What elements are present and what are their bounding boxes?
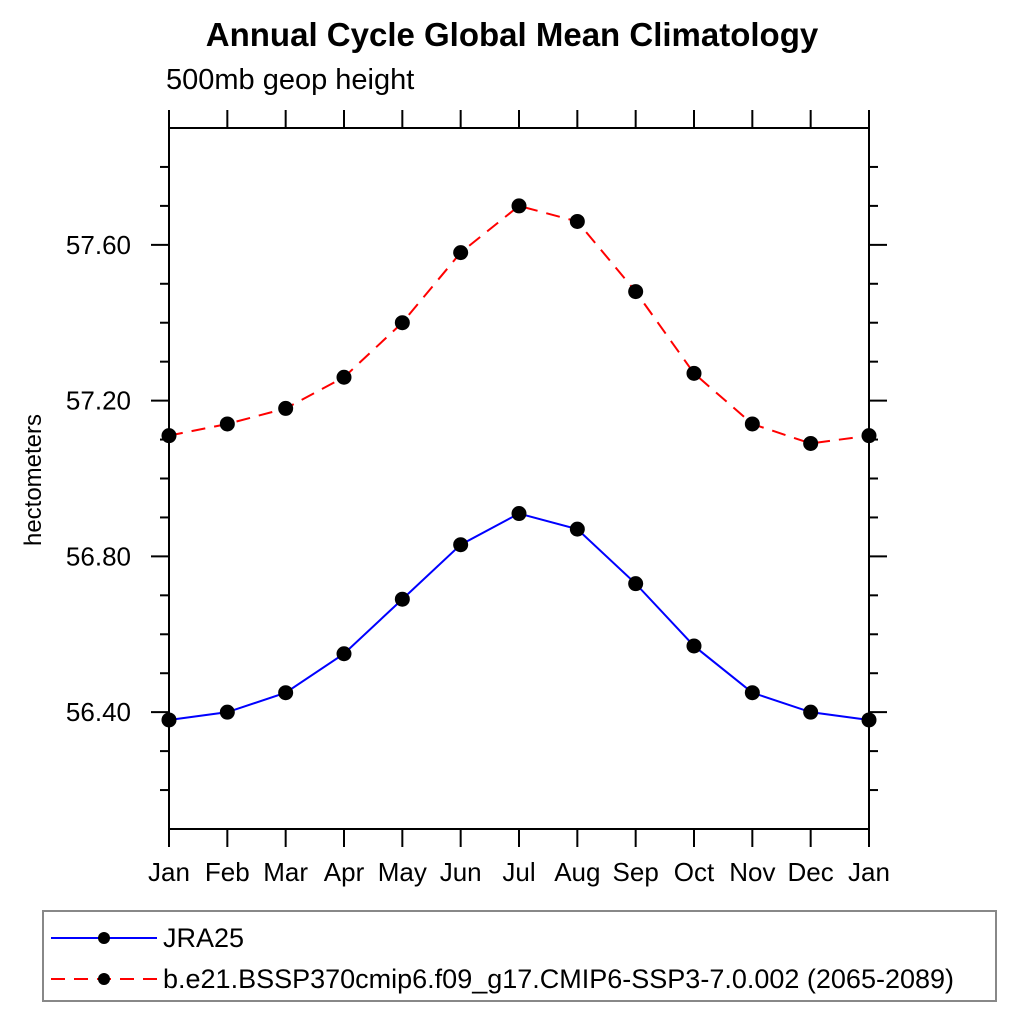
series-1-marker — [803, 435, 819, 451]
x-tick-label: Mar — [263, 857, 308, 887]
series-0-marker — [569, 521, 585, 537]
x-tick-label: May — [378, 857, 427, 887]
x-tick-label: Oct — [674, 857, 715, 887]
series-1-marker — [511, 198, 527, 214]
chart-subtitle: 500mb geop height — [166, 64, 415, 96]
legend-key-solid-line-icon — [51, 932, 157, 944]
series-1-marker — [161, 428, 177, 444]
series-1-marker — [628, 284, 644, 300]
plot-frame — [168, 127, 870, 830]
x-tick-label: Jun — [440, 857, 482, 887]
series-1-marker — [336, 369, 352, 385]
series-0-marker — [161, 712, 177, 728]
legend-key-dashed-line-icon — [51, 973, 157, 985]
legend: JRA25 b.e21.BSSP370cmip6.f09_g17.CMIP6-S… — [42, 910, 997, 1002]
series-1-marker — [219, 416, 235, 432]
series-0-marker — [861, 712, 877, 728]
series-1-marker — [278, 400, 294, 416]
y-tick-label: 56.80 — [66, 541, 131, 571]
x-tick-label: Nov — [729, 857, 775, 887]
legend-item-model: b.e21.BSSP370cmip6.f09_g17.CMIP6-SSP3-7.… — [49, 964, 954, 994]
series-1-marker — [569, 213, 585, 229]
series-1-marker — [394, 315, 410, 331]
legend-label-jra25: JRA25 — [163, 922, 245, 953]
series-1-marker — [861, 428, 877, 444]
series-0-marker — [744, 685, 760, 701]
series-0-marker — [394, 591, 410, 607]
x-tick-label: Jul — [502, 857, 535, 887]
x-tick-label: Dec — [788, 857, 834, 887]
series-0-marker — [803, 704, 819, 720]
series-0-marker — [219, 704, 235, 720]
series-0-marker — [336, 646, 352, 662]
plot-area: 56.40 56.80 57.20 57.60 Jan Feb Mar Apr May Jun Ju… — [66, 110, 890, 887]
legend-item-jra25: JRA25 — [49, 923, 244, 953]
x-tick-label: Sep — [613, 857, 659, 887]
series-0-marker — [628, 576, 644, 592]
series-line-1 — [168, 204, 870, 445]
chart-title: Annual Cycle Global Mean Climatology — [205, 16, 819, 53]
y-tick-label: 57.20 — [66, 386, 131, 416]
series-0-marker — [453, 537, 469, 553]
y-tick-label: 57.60 — [66, 230, 131, 260]
series-1-marker — [453, 245, 469, 261]
x-tick-label: Aug — [554, 857, 600, 887]
x-tick-label: Feb — [205, 857, 250, 887]
y-tick-label: 56.40 — [66, 697, 131, 727]
legend-label-model: b.e21.BSSP370cmip6.f09_g17.CMIP6-SSP3-7.… — [163, 963, 955, 994]
x-tick-label: Apr — [324, 857, 365, 887]
series-1-marker — [686, 365, 702, 381]
series-line-0 — [168, 512, 870, 721]
series-0-marker — [278, 685, 294, 701]
series-0-marker — [511, 506, 527, 522]
x-tick-label: Jan — [148, 857, 190, 887]
x-tick-label: Jan — [848, 857, 890, 887]
series-0-marker — [686, 638, 702, 654]
series-1-marker — [744, 416, 760, 432]
